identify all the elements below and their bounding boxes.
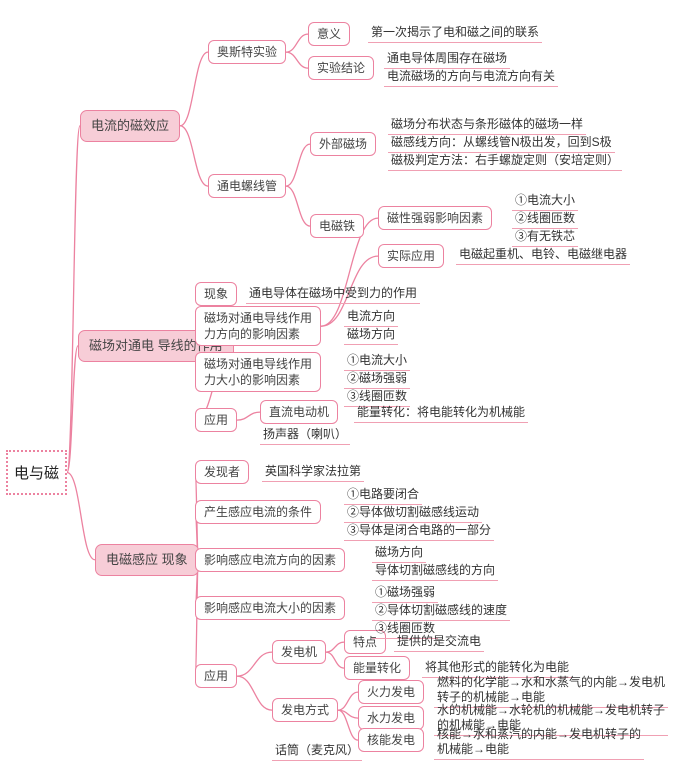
l3-node: 火力发电 bbox=[358, 680, 424, 704]
leaf-node: 扬声器（喇叭） bbox=[260, 424, 350, 445]
leaf-node: 通电导体在磁场中受到力的作用 bbox=[246, 283, 420, 304]
l3-node: 发电方式 bbox=[272, 698, 338, 722]
l2-node: 影响感应电流大小的因素 bbox=[195, 596, 345, 620]
l2-node: 通电螺线管 bbox=[208, 174, 286, 198]
l2-node: 产生感应电流的条件 bbox=[195, 500, 321, 524]
leaf-node: 英国科学家法拉第 bbox=[262, 461, 364, 482]
l2-node: 发现者 bbox=[195, 460, 249, 484]
leaf-node: 磁极判定方法：右手螺旋定则（安培定则） bbox=[388, 150, 622, 171]
l3-node: 直流电动机 bbox=[260, 400, 338, 424]
l3-node: 外部磁场 bbox=[310, 132, 376, 156]
l3-node: 电磁铁 bbox=[310, 214, 364, 238]
l2-node: 磁场对通电导线作用 力大小的影响因素 bbox=[195, 352, 321, 392]
l2-node: 应用 bbox=[195, 408, 237, 432]
l3-node: 能量转化 bbox=[344, 656, 410, 680]
l2-node: 磁场对通电导线作用 力方向的影响因素 bbox=[195, 306, 321, 346]
l3-node: 意义 bbox=[308, 22, 350, 46]
l3-node: 磁性强弱影响因素 bbox=[378, 206, 492, 230]
l3-node: 发电机 bbox=[272, 640, 326, 664]
l2-node: 应用 bbox=[195, 664, 237, 688]
root-node: 电与磁 bbox=[6, 450, 67, 495]
leaf-node: 核能→水和蒸汽的内能→发电机转子的 机械能→电能 bbox=[434, 726, 644, 760]
leaf-node: 导体切割磁感线的方向 bbox=[372, 560, 498, 581]
l3-node: 水力发电 bbox=[358, 706, 424, 730]
l3-node: 实验结论 bbox=[308, 56, 374, 80]
leaf-node: 第一次揭示了电和磁之间的联系 bbox=[368, 22, 542, 43]
leaf-node: 电磁起重机、电铃、电磁继电器 bbox=[456, 244, 630, 265]
leaf-node: 提供的是交流电 bbox=[394, 631, 484, 652]
l3-node: 核能发电 bbox=[358, 728, 424, 752]
leaf-node: ③导体是闭合电路的一部分 bbox=[344, 520, 494, 541]
leaf-node: 磁场方向 bbox=[344, 324, 398, 345]
l1-node: 电磁感应 现象 bbox=[95, 544, 199, 576]
l2-node: 影响感应电流方向的因素 bbox=[195, 548, 345, 572]
leaf-node: 能量转化：将电能转化为机械能 bbox=[354, 402, 528, 423]
leaf-node: 话筒（麦克风） bbox=[272, 740, 362, 761]
l2-node: 奥斯特实验 bbox=[208, 40, 286, 64]
l3-node: 实际应用 bbox=[378, 244, 444, 268]
l2-node: 现象 bbox=[195, 282, 237, 306]
leaf-node: 电流磁场的方向与电流方向有关 bbox=[384, 66, 558, 87]
l1-node: 电流的磁效应 bbox=[80, 110, 180, 142]
